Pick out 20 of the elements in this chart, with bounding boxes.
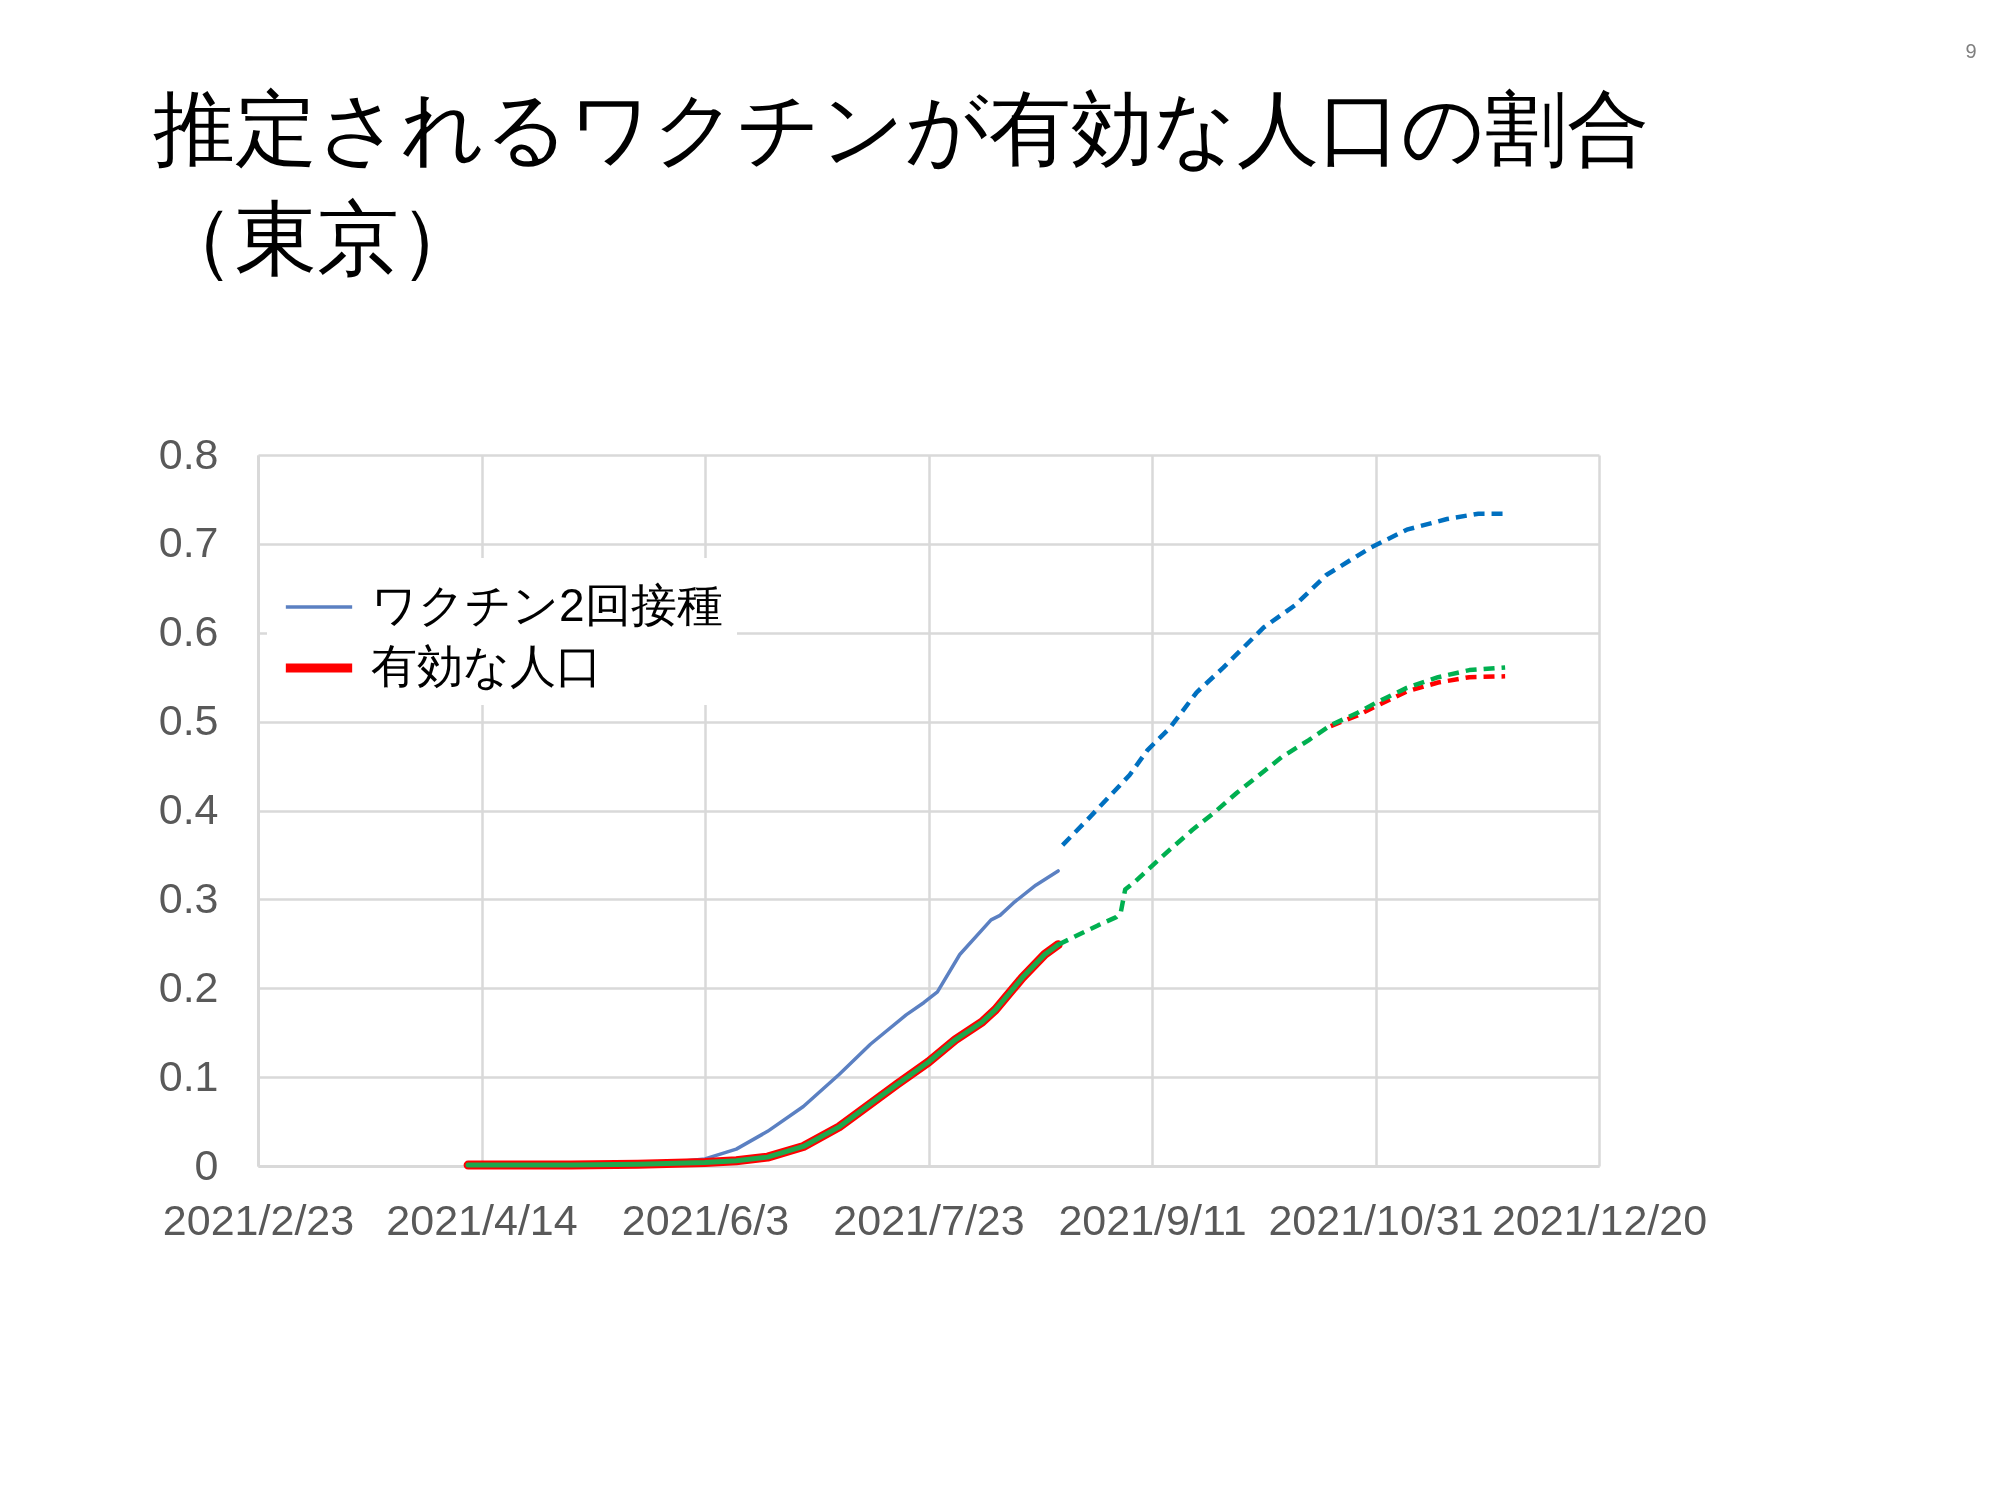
legend-label: ワクチン2回接種 (371, 579, 723, 631)
y-tick-label: 0.7 (158, 518, 219, 567)
y-tick-label: 0.1 (158, 1051, 219, 1100)
x-tick-label: 2021/12/20 (1491, 1195, 1708, 1244)
x-tick-label: 2021/7/23 (833, 1195, 1025, 1244)
y-tick-label: 0.2 (158, 962, 219, 1011)
x-tick-label: 2021/6/3 (621, 1195, 790, 1244)
chart-title: 推定されるワクチンが有効な人口の割合（東京） (153, 83, 1649, 284)
y-tick-label: 0.6 (158, 607, 219, 656)
legend-label: 有効な人口 (371, 640, 602, 692)
x-tick-label: 2021/9/11 (1058, 1195, 1247, 1244)
text: 9 (1965, 40, 1977, 62)
y-tick-label: 0 (194, 1140, 219, 1189)
y-tick-label: 0.5 (158, 696, 219, 745)
y-tick-label: 0.8 (158, 429, 219, 478)
y-tick-label: 0.3 (158, 873, 219, 922)
x-tick-label: 2021/10/31 (1268, 1195, 1484, 1244)
x-tick-label: 2021/2/23 (162, 1195, 355, 1244)
y-tick-label: 0.4 (158, 785, 219, 833)
x-tick-label: 2021/4/14 (386, 1195, 578, 1244)
